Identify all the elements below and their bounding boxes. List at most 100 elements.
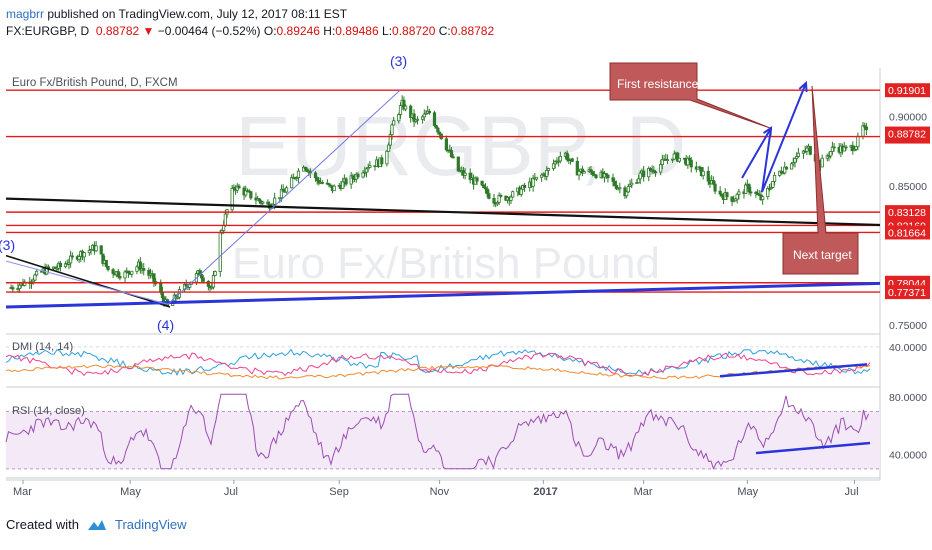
candle-body bbox=[130, 270, 134, 275]
candle-body bbox=[70, 255, 74, 258]
tradingview-brand[interactable]: TradingView bbox=[114, 517, 187, 532]
candle-body bbox=[497, 195, 501, 203]
candle-body bbox=[796, 152, 800, 157]
candle-body bbox=[852, 148, 857, 152]
candle-body bbox=[67, 262, 71, 265]
author-link[interactable]: magbrr bbox=[6, 7, 45, 21]
candle-body bbox=[380, 157, 384, 165]
candle-body bbox=[361, 172, 365, 178]
candle-body bbox=[630, 182, 634, 186]
candle-body bbox=[434, 125, 438, 129]
candle-body bbox=[844, 146, 848, 149]
candle-body bbox=[364, 168, 369, 173]
candle-body bbox=[138, 261, 142, 271]
candle-body bbox=[725, 192, 729, 198]
candle-body bbox=[422, 113, 426, 118]
candle-body bbox=[313, 172, 318, 179]
candle-body bbox=[87, 249, 91, 253]
candle-body bbox=[636, 178, 641, 184]
candle-body bbox=[77, 256, 81, 260]
time-tick-label: Mar bbox=[634, 486, 653, 498]
candle-body bbox=[273, 197, 277, 205]
candle-body bbox=[99, 245, 103, 255]
candle-body bbox=[784, 166, 789, 170]
candle-body bbox=[332, 185, 336, 192]
candle-body bbox=[665, 159, 670, 162]
candle-body bbox=[344, 178, 348, 185]
candle-body bbox=[701, 170, 705, 177]
candle-body bbox=[772, 174, 777, 182]
candle-body bbox=[854, 146, 858, 150]
candle-body bbox=[327, 183, 331, 186]
forecast-arrow-2-head bbox=[798, 80, 808, 93]
candle-body bbox=[820, 157, 824, 168]
candle-body bbox=[94, 245, 98, 252]
candle-body bbox=[487, 193, 491, 199]
candle-body bbox=[18, 284, 22, 289]
candle-body bbox=[199, 274, 204, 279]
levels: 0.919010.885660.831280.821690.816640.780… bbox=[6, 83, 930, 332]
candle-body bbox=[660, 159, 664, 165]
candle-body bbox=[653, 171, 658, 174]
candle-body bbox=[45, 266, 49, 275]
candle-body bbox=[147, 269, 151, 276]
level-tag bbox=[885, 205, 930, 220]
rsi-label: RSI (14, close) bbox=[12, 405, 85, 417]
candle-body bbox=[403, 105, 408, 110]
candle-body bbox=[305, 168, 309, 172]
candle-body bbox=[638, 172, 642, 180]
candle-body bbox=[677, 157, 681, 162]
candle-body bbox=[781, 172, 785, 175]
candle-body bbox=[570, 158, 574, 162]
price-tick: 0.75000 bbox=[889, 320, 927, 332]
candle-body bbox=[511, 191, 515, 198]
candle-body bbox=[317, 180, 321, 184]
candle-body bbox=[320, 182, 324, 184]
candle-body bbox=[58, 262, 63, 268]
dmi-minus-line bbox=[5, 352, 871, 377]
dmi-pane: DMI (14, 14) 40.0000 bbox=[5, 341, 927, 380]
change-value: −0.00464 (−0.52%) bbox=[157, 24, 261, 38]
trendline-black-upper bbox=[5, 197, 881, 227]
candle-body bbox=[349, 175, 353, 185]
candle-body bbox=[735, 193, 739, 200]
candle-body bbox=[565, 152, 569, 161]
candle-body bbox=[863, 125, 867, 128]
candle-body bbox=[519, 188, 523, 195]
candle-body bbox=[351, 175, 355, 179]
candle-body bbox=[388, 134, 392, 146]
candle-body bbox=[483, 187, 488, 190]
candle-body bbox=[755, 192, 760, 195]
level-tag bbox=[885, 225, 930, 240]
level-label: 0.77371 bbox=[888, 287, 926, 299]
candle-body bbox=[89, 249, 93, 251]
candle-body bbox=[732, 200, 736, 203]
forecast-arrow-1 bbox=[741, 127, 772, 179]
candle-body bbox=[101, 253, 105, 264]
candle-body bbox=[279, 188, 284, 199]
candle-body bbox=[437, 131, 442, 135]
candle-body bbox=[832, 146, 836, 149]
candle-body bbox=[244, 190, 248, 196]
down-arrow-icon: ▼ bbox=[142, 24, 155, 38]
candle-body bbox=[436, 127, 440, 133]
candle-body bbox=[737, 191, 741, 195]
candle-body bbox=[606, 174, 610, 179]
candle-body bbox=[652, 169, 656, 173]
candle-body bbox=[278, 197, 282, 200]
open-value: 0.89246 bbox=[276, 24, 320, 38]
elliott-line-up bbox=[167, 89, 401, 305]
candle-body bbox=[546, 168, 551, 171]
level-tag bbox=[885, 285, 930, 300]
candle-body bbox=[398, 105, 403, 115]
candle-body bbox=[53, 266, 57, 269]
level-tag bbox=[885, 83, 930, 98]
candle-body bbox=[402, 99, 406, 110]
candle-body bbox=[201, 277, 205, 282]
dmi-tick: 40.0000 bbox=[889, 342, 927, 354]
price-tick: 0.90000 bbox=[889, 112, 927, 124]
candle-body bbox=[126, 270, 131, 274]
candle-body bbox=[397, 114, 401, 122]
candle-body bbox=[451, 156, 455, 159]
